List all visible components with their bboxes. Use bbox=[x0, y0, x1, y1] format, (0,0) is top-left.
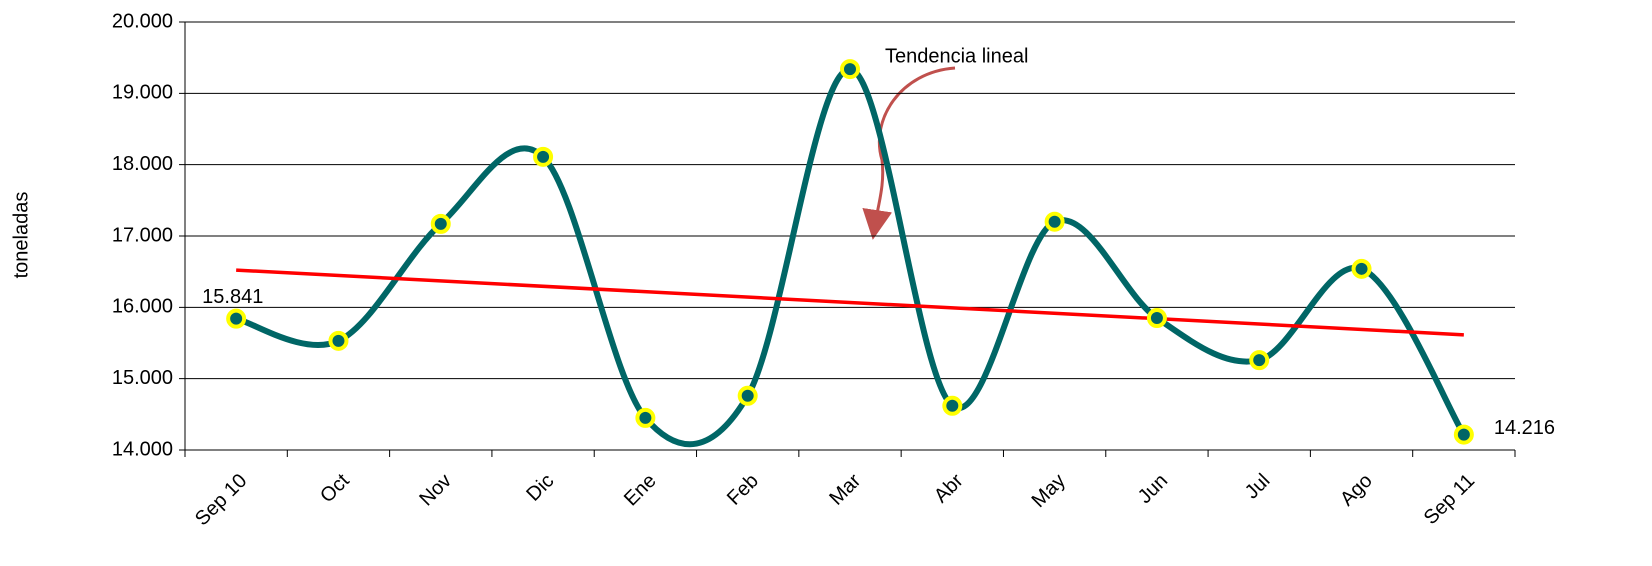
marker bbox=[1453, 424, 1474, 445]
marker bbox=[1146, 308, 1167, 329]
x-tick-label: Nov bbox=[415, 470, 456, 511]
data-label: 15.841 bbox=[202, 286, 263, 308]
x-tick-label: Jun bbox=[1134, 470, 1172, 508]
marker bbox=[328, 330, 349, 351]
y-tick-label: 14.000 bbox=[112, 438, 173, 460]
x-tick-label: Ago bbox=[1336, 470, 1377, 511]
y-axis-label: toneladas bbox=[10, 192, 32, 279]
x-tick-label: Oct bbox=[316, 469, 354, 507]
marker bbox=[533, 146, 554, 167]
x-tick-label: Dic bbox=[522, 470, 558, 506]
y-tick-label: 19.000 bbox=[112, 82, 173, 104]
annotation-arrow bbox=[862, 66, 956, 240]
y-tick-label: 17.000 bbox=[112, 224, 173, 246]
trend-annotation: Tendencia lineal bbox=[885, 45, 1028, 67]
marker bbox=[226, 308, 247, 329]
marker bbox=[430, 213, 451, 234]
trend-line bbox=[236, 268, 1464, 337]
y-tick-label: 15.000 bbox=[112, 367, 173, 389]
marker bbox=[1351, 258, 1372, 279]
y-tick-label: 18.000 bbox=[112, 153, 173, 175]
x-tick-label: Ene bbox=[620, 470, 661, 511]
marker bbox=[942, 395, 963, 416]
y-tick-label: 16.000 bbox=[112, 296, 173, 318]
marker bbox=[737, 385, 758, 406]
data-label: 14.216 bbox=[1494, 417, 1555, 439]
marker bbox=[1249, 350, 1270, 371]
x-tick-label: Sep 10 bbox=[191, 470, 251, 530]
y-tick-label: 20.000 bbox=[112, 10, 173, 32]
marker bbox=[635, 407, 656, 428]
x-tick-label: Abr bbox=[930, 469, 968, 507]
line bbox=[235, 66, 1467, 448]
x-tick-label: May bbox=[1028, 470, 1070, 512]
marker bbox=[1044, 211, 1065, 232]
x-tick-label: Jul bbox=[1241, 470, 1275, 504]
marker bbox=[840, 59, 860, 80]
x-tick-label: Feb bbox=[723, 470, 763, 510]
x-tick-label: Mar bbox=[825, 469, 865, 509]
x-tick-label: Sep 11 bbox=[1420, 470, 1479, 529]
